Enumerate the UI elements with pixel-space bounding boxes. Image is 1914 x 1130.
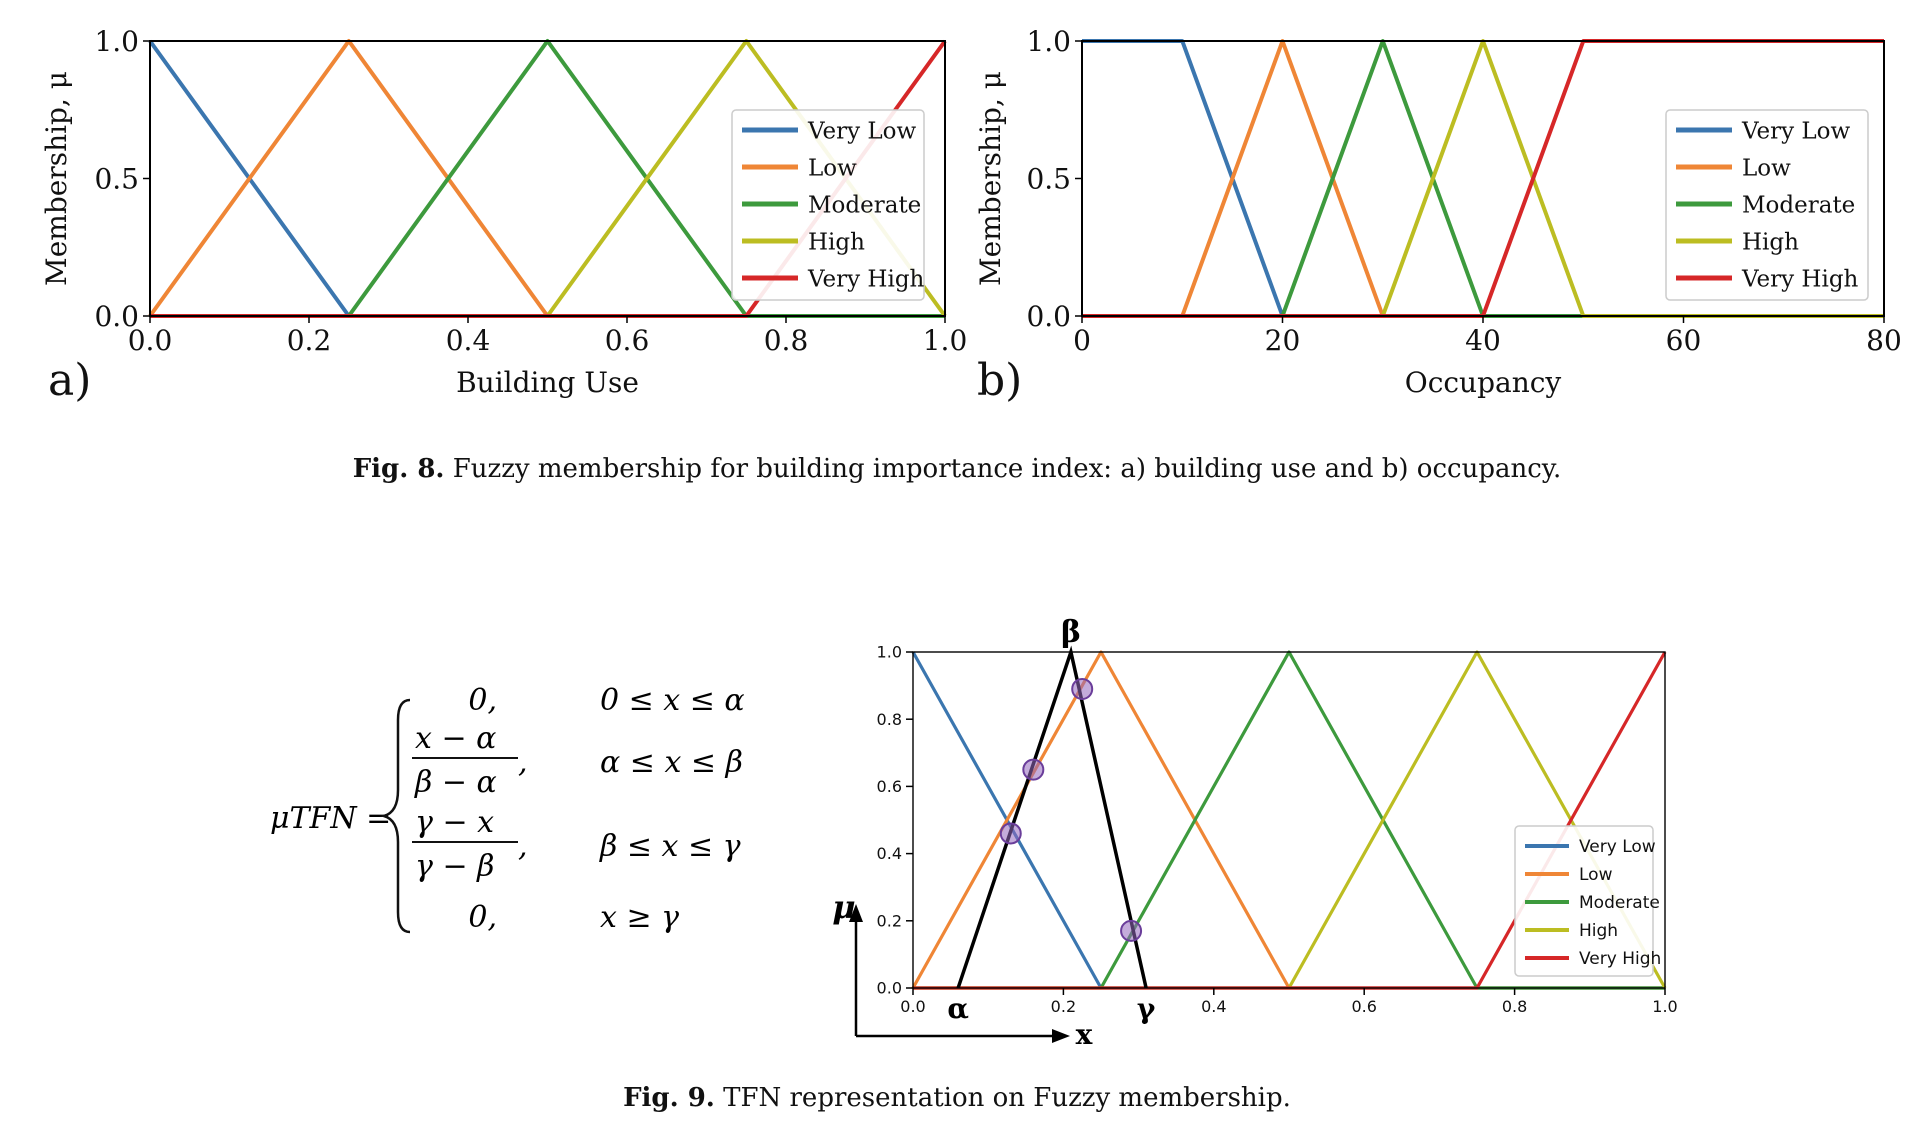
equation-layout: μTFN = 0, 0 ≤ x ≤ α x − α β − α , α ≤ x …	[270, 683, 745, 935]
x-tick-label: 0.0	[128, 324, 173, 357]
legend-entry: Very High	[807, 266, 925, 292]
legend-box	[731, 109, 925, 301]
y-tick-label: 1.0	[94, 25, 139, 58]
case-2-comma: ,	[518, 745, 528, 780]
tfn-marker-4	[1120, 919, 1143, 942]
y-tick-label: 0.0	[94, 300, 139, 333]
legend-entry: Very Low	[1741, 118, 1851, 144]
x-tick-label: 0.8	[1502, 997, 1527, 1016]
case-3-condition: β ≤ x ≤ γ	[599, 829, 741, 864]
legend-entry: Very Low	[1579, 837, 1656, 857]
case-4-condition: x ≥ γ	[600, 900, 679, 935]
chart-1: 0.0 0.2 0.4 0.6 0.8 1.0 0.0 0.5 1.0 Building Use M…	[40, 25, 967, 406]
legend-entry: Low	[808, 155, 857, 181]
case-3-comma: ,	[518, 829, 528, 864]
x-axis-label: Occupancy	[1405, 366, 1562, 399]
y-tick-label: 0.2	[877, 911, 902, 930]
x-tick-label: 0.0	[900, 997, 925, 1016]
x-tick-label: 20	[1265, 324, 1301, 357]
y-tick-label: 0.8	[877, 710, 902, 729]
equation-brace	[379, 698, 411, 934]
legend-box	[1514, 825, 1654, 977]
legend-entry: Moderate	[808, 192, 921, 218]
mu-arrowhead	[849, 904, 863, 922]
legend-entry: Moderate	[1579, 893, 1660, 913]
x-tick-label: 0.8	[764, 324, 809, 357]
gamma-label: γ	[1137, 992, 1156, 1025]
tfn-marker-1	[999, 822, 1022, 845]
y-tick-label: 0.0	[1026, 300, 1071, 333]
x-arrowhead	[1052, 1029, 1070, 1043]
legend-entry: Low	[1579, 865, 1613, 885]
panel-label: b)	[977, 355, 1022, 406]
chart-3-frame	[912, 651, 1666, 989]
legend-box	[1665, 109, 1869, 301]
x-tick-label: 0	[1073, 324, 1091, 357]
fig9-caption: Fig. 9. TFN representation on Fuzzy memb…	[0, 1083, 1914, 1113]
x-tick-label: 0.6	[605, 324, 650, 357]
y-tick-label: 0.5	[94, 162, 139, 195]
case-3-denominator: γ − β	[415, 849, 494, 884]
tfn-marker-3	[1071, 677, 1094, 700]
case-2-numerator: x − α	[415, 721, 496, 756]
case-2-denominator: β − α	[414, 765, 497, 800]
y-tick-label: 0.5	[1026, 162, 1071, 195]
case-1-value: 0,	[468, 683, 497, 718]
x-tick-label: 1.0	[1652, 997, 1677, 1016]
tfn-equation: μTFN = 0, 0 ≤ x ≤ α x − α β − α , α ≤ x …	[260, 680, 780, 950]
alpha-label: α	[947, 992, 969, 1025]
x-axis-label: Building Use	[456, 366, 639, 399]
x-tick-label: 0.2	[287, 324, 332, 357]
legend-entry: Low	[1742, 155, 1791, 181]
y-axis-label: Membership, μ	[974, 71, 1007, 286]
x-tick-label: 0.4	[446, 324, 491, 357]
x-tick-label: 60	[1666, 324, 1702, 357]
legend-entry: Very High	[1579, 949, 1661, 969]
case-3-numerator: γ − x	[415, 805, 494, 840]
legend-entry: High	[1579, 921, 1618, 941]
fig9-caption-label: Fig. 9.	[623, 1083, 715, 1113]
x-tick-label: 0.6	[1351, 997, 1376, 1016]
x-tick-label: 1.0	[923, 324, 968, 357]
x-label: x	[1076, 1018, 1093, 1051]
y-tick-label: 1.0	[1026, 25, 1071, 58]
mu-label: μ	[832, 888, 855, 926]
legend-entry: Moderate	[1742, 192, 1855, 218]
fig9-caption-text: TFN representation on Fuzzy membership.	[723, 1083, 1291, 1113]
tfn-marker-2	[1022, 758, 1045, 781]
case-1-condition: 0 ≤ x ≤ α	[600, 683, 745, 718]
legend-entry: Very High	[1741, 266, 1859, 292]
tfn-triangle	[956, 645, 1148, 989]
fig8-caption-text: Fuzzy membership for building importance…	[452, 454, 1562, 484]
y-tick-label: 1.0	[877, 643, 902, 662]
x-tick-label: 80	[1866, 324, 1902, 357]
equation-lhs: μTFN =	[270, 801, 391, 836]
beta-label: β	[1061, 615, 1081, 650]
y-axis-label: Membership, μ	[40, 71, 73, 286]
fig8-caption: Fig. 8. Fuzzy membership for building im…	[0, 454, 1914, 484]
y-tick-label: 0.0	[877, 979, 902, 998]
case-2-condition: α ≤ x ≤ β	[600, 745, 743, 780]
case-4-value: 0,	[468, 900, 497, 935]
legend-entry: High	[808, 229, 865, 255]
x-tick-label: 0.4	[1201, 997, 1226, 1016]
y-tick-label: 0.6	[877, 777, 902, 796]
legend-entry: High	[1742, 229, 1799, 255]
panel-label: a)	[48, 355, 91, 406]
y-tick-label: 0.4	[877, 844, 902, 863]
x-tick-label: 40	[1465, 324, 1501, 357]
fig8-caption-label: Fig. 8.	[352, 454, 445, 484]
x-tick-label: 0.2	[1051, 997, 1076, 1016]
legend-entry: Very Low	[807, 118, 917, 144]
chart-2: 0 20 40 60 80 0.0 0.5 1.0 Occupancy Membership, μ…	[974, 25, 1902, 406]
chart-3: 0.0 0.2 0.4 0.6 0.8 1.0 0.0 0.2 0.4 0.6 0.8 1.0 Very…	[832, 615, 1677, 1051]
